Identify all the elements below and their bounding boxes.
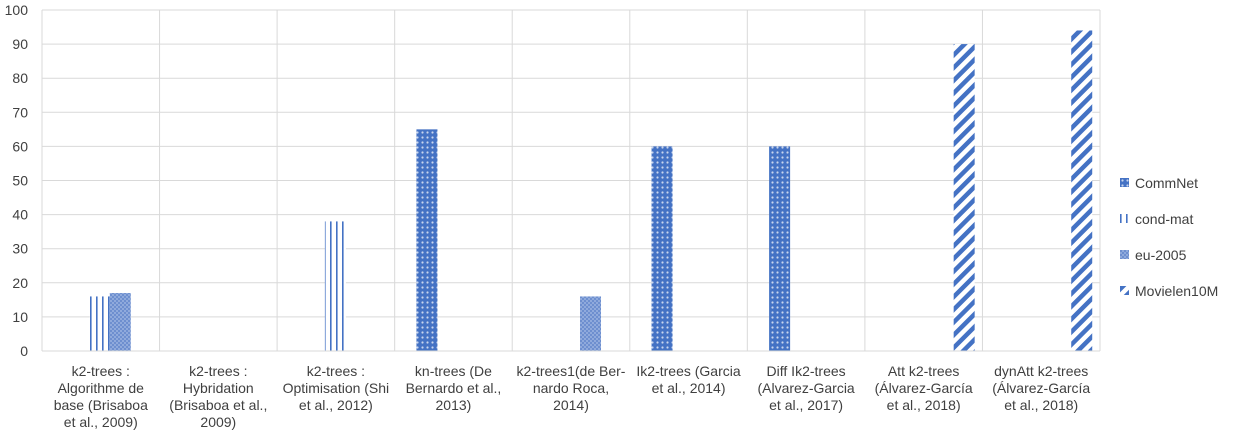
bar-movielen10m [1071, 30, 1093, 352]
gridlines [41, 9, 1101, 352]
x-tick-label: Ik2-trees (Garcia et al., 2014) [636, 363, 741, 396]
bar-cond-mat [324, 221, 346, 351]
x-tick-label: k2-trees : Hybridation (Brisaboa et al.,… [169, 363, 268, 430]
legend-item: eu-2005 [1120, 242, 1218, 267]
legend-swatch [1120, 214, 1129, 223]
bar-eu-2005 [580, 296, 601, 351]
legend: CommNet cond-mat eu-2005 Movielen10M [1120, 170, 1218, 314]
legend-label: cond-mat [1135, 210, 1194, 227]
legend-item: cond-mat [1120, 206, 1218, 231]
x-tick-label: k2-trees : Algorithme de base (Brisaboa … [53, 363, 148, 430]
y-tick-label: 70 [12, 104, 28, 120]
legend-swatch [1120, 250, 1129, 259]
y-tick-label: 30 [12, 241, 28, 257]
bar-eu-2005 [109, 293, 131, 351]
y-tick-label: 50 [12, 173, 28, 189]
x-tick-label: k2-trees1(de Ber- nardo Roca, 2014) [516, 363, 626, 413]
y-tick-label: 60 [12, 138, 28, 154]
y-tick-label: 10 [12, 309, 28, 325]
bar-movielen10m [953, 44, 975, 351]
y-tick-label: 20 [12, 275, 28, 291]
legend-label: eu-2005 [1135, 246, 1187, 263]
x-tick-label: dynAtt k2-trees (Álvarez-García et al., … [992, 363, 1091, 413]
x-tick-label: Att k2-trees (Álvarez-García et al., 201… [874, 363, 973, 413]
y-tick-label: 90 [12, 36, 28, 52]
bar-commnet [416, 129, 438, 351]
bar-commnet [651, 146, 673, 351]
legend-swatch [1120, 178, 1129, 187]
bars [89, 30, 1093, 352]
legend-item: Movielen10M [1120, 278, 1218, 303]
y-tick-label: 40 [12, 207, 28, 223]
y-tick-label: 0 [20, 343, 28, 359]
x-tick-label: kn-trees (De Bernardo et al., 2013) [405, 363, 502, 413]
bar-cond-mat [89, 296, 111, 351]
legend-swatch [1120, 286, 1129, 295]
y-tick-label: 80 [12, 70, 28, 86]
x-tick-label: k2-trees : Optimisation (Shi et al., 201… [282, 363, 390, 413]
legend-label: CommNet [1135, 174, 1199, 191]
bar-commnet [769, 146, 791, 351]
legend-item: CommNet [1120, 170, 1218, 195]
y-tick-label: 100 [5, 2, 29, 18]
y-axis: 0 10 20 30 40 50 60 70 80 90 100 [5, 2, 29, 359]
x-tick-label: Diff Ik2-trees (Alvarez-Garcia et al., 2… [757, 363, 855, 413]
legend-label: Movielen10M [1135, 282, 1219, 299]
